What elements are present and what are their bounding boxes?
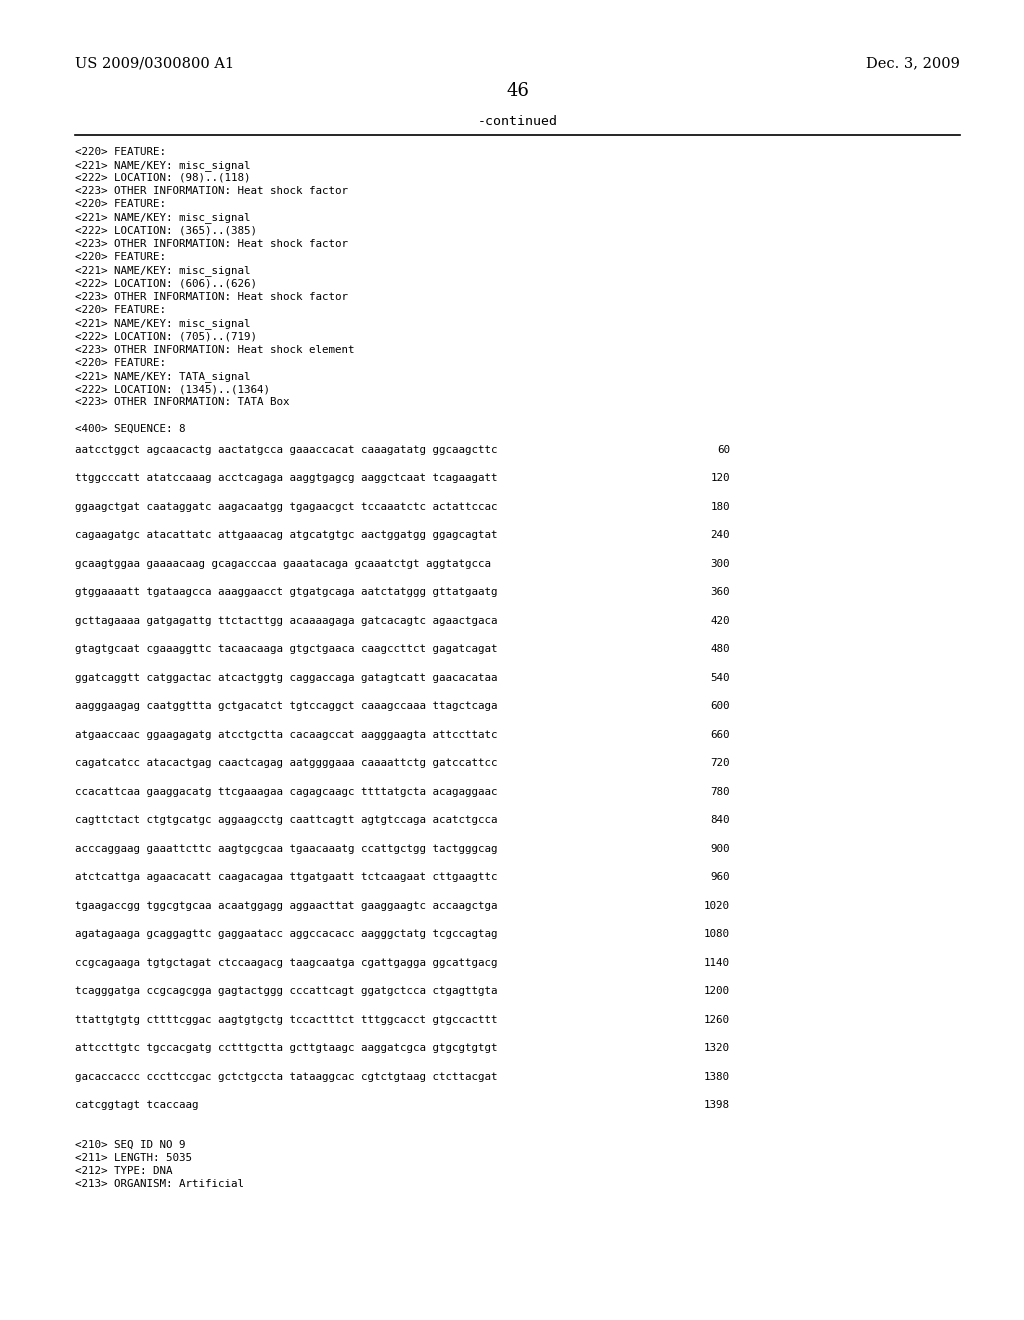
Text: <211> LENGTH: 5035: <211> LENGTH: 5035 bbox=[75, 1152, 193, 1163]
Text: aatcctggct agcaacactg aactatgcca gaaaccacat caaagatatg ggcaagcttc: aatcctggct agcaacactg aactatgcca gaaacca… bbox=[75, 445, 498, 455]
Text: 1140: 1140 bbox=[705, 958, 730, 968]
Text: ttattgtgtg cttttcggac aagtgtgctg tccactttct tttggcacct gtgccacttt: ttattgtgtg cttttcggac aagtgtgctg tccactt… bbox=[75, 1015, 498, 1024]
Text: aagggaagag caatggttta gctgacatct tgtccaggct caaagccaaa ttagctcaga: aagggaagag caatggttta gctgacatct tgtccag… bbox=[75, 701, 498, 711]
Text: cagttctact ctgtgcatgc aggaagcctg caattcagtt agtgtccaga acatctgcca: cagttctact ctgtgcatgc aggaagcctg caattca… bbox=[75, 816, 498, 825]
Text: gacaccaccc cccttccgac gctctgccta tataaggcac cgtctgtaag ctcttacgat: gacaccaccc cccttccgac gctctgccta tataagg… bbox=[75, 1072, 498, 1082]
Text: <213> ORGANISM: Artificial: <213> ORGANISM: Artificial bbox=[75, 1179, 244, 1189]
Text: cagaagatgc atacattatc attgaaacag atgcatgtgc aactggatgg ggagcagtat: cagaagatgc atacattatc attgaaacag atgcatg… bbox=[75, 531, 498, 540]
Text: gtggaaaatt tgataagcca aaaggaacct gtgatgcaga aatctatggg gttatgaatg: gtggaaaatt tgataagcca aaaggaacct gtgatgc… bbox=[75, 587, 498, 598]
Text: <212> TYPE: DNA: <212> TYPE: DNA bbox=[75, 1166, 172, 1176]
Text: <223> OTHER INFORMATION: Heat shock factor: <223> OTHER INFORMATION: Heat shock fact… bbox=[75, 239, 348, 249]
Text: 660: 660 bbox=[711, 730, 730, 739]
Text: gcttagaaaa gatgagattg ttctacttgg acaaaagaga gatcacagtc agaactgaca: gcttagaaaa gatgagattg ttctacttgg acaaaag… bbox=[75, 616, 498, 626]
Text: <222> LOCATION: (705)..(719): <222> LOCATION: (705)..(719) bbox=[75, 331, 257, 342]
Text: 960: 960 bbox=[711, 873, 730, 882]
Text: 360: 360 bbox=[711, 587, 730, 598]
Text: agatagaaga gcaggagttc gaggaatacc aggccacacc aagggctatg tcgccagtag: agatagaaga gcaggagttc gaggaatacc aggccac… bbox=[75, 929, 498, 940]
Text: Dec. 3, 2009: Dec. 3, 2009 bbox=[866, 57, 961, 71]
Text: <221> NAME/KEY: TATA_signal: <221> NAME/KEY: TATA_signal bbox=[75, 371, 251, 381]
Text: -continued: -continued bbox=[477, 115, 557, 128]
Text: 780: 780 bbox=[711, 787, 730, 797]
Text: 120: 120 bbox=[711, 474, 730, 483]
Text: 1260: 1260 bbox=[705, 1015, 730, 1024]
Text: 240: 240 bbox=[711, 531, 730, 540]
Text: catcggtagt tcaccaag: catcggtagt tcaccaag bbox=[75, 1101, 199, 1110]
Text: atctcattga agaacacatt caagacagaa ttgatgaatt tctcaagaat cttgaagttc: atctcattga agaacacatt caagacagaa ttgatga… bbox=[75, 873, 498, 882]
Text: 1398: 1398 bbox=[705, 1101, 730, 1110]
Text: acccaggaag gaaattcttc aagtgcgcaa tgaacaaatg ccattgctgg tactgggcag: acccaggaag gaaattcttc aagtgcgcaa tgaacaa… bbox=[75, 843, 498, 854]
Text: 1320: 1320 bbox=[705, 1043, 730, 1053]
Text: 1200: 1200 bbox=[705, 986, 730, 997]
Text: 1080: 1080 bbox=[705, 929, 730, 940]
Text: <221> NAME/KEY: misc_signal: <221> NAME/KEY: misc_signal bbox=[75, 213, 251, 223]
Text: tgaagaccgg tggcgtgcaa acaatggagg aggaacttat gaaggaagtc accaagctga: tgaagaccgg tggcgtgcaa acaatggagg aggaact… bbox=[75, 900, 498, 911]
Text: 60: 60 bbox=[717, 445, 730, 455]
Text: <223> OTHER INFORMATION: Heat shock factor: <223> OTHER INFORMATION: Heat shock fact… bbox=[75, 292, 348, 302]
Text: 480: 480 bbox=[711, 644, 730, 655]
Text: ggatcaggtt catggactac atcactggtg caggaccaga gatagtcatt gaacacataa: ggatcaggtt catggactac atcactggtg caggacc… bbox=[75, 673, 498, 682]
Text: <220> FEATURE:: <220> FEATURE: bbox=[75, 305, 166, 315]
Text: <220> FEATURE:: <220> FEATURE: bbox=[75, 358, 166, 368]
Text: gcaagtggaa gaaaacaag gcagacccaa gaaatacaga gcaaatctgt aggtatgcca: gcaagtggaa gaaaacaag gcagacccaa gaaataca… bbox=[75, 558, 490, 569]
Text: <220> FEATURE:: <220> FEATURE: bbox=[75, 252, 166, 263]
Text: <220> FEATURE:: <220> FEATURE: bbox=[75, 147, 166, 157]
Text: 600: 600 bbox=[711, 701, 730, 711]
Text: gtagtgcaat cgaaaggttc tacaacaaga gtgctgaaca caagccttct gagatcagat: gtagtgcaat cgaaaggttc tacaacaaga gtgctga… bbox=[75, 644, 498, 655]
Text: tcagggatga ccgcagcgga gagtactggg cccattcagt ggatgctcca ctgagttgta: tcagggatga ccgcagcgga gagtactggg cccattc… bbox=[75, 986, 498, 997]
Text: atgaaccaac ggaagagatg atcctgctta cacaagccat aagggaagta attccttatc: atgaaccaac ggaagagatg atcctgctta cacaagc… bbox=[75, 730, 498, 739]
Text: 1380: 1380 bbox=[705, 1072, 730, 1082]
Text: attccttgtc tgccacgatg cctttgctta gcttgtaagc aaggatcgca gtgcgtgtgt: attccttgtc tgccacgatg cctttgctta gcttgta… bbox=[75, 1043, 498, 1053]
Text: ggaagctgat caataggatc aagacaatgg tgagaacgct tccaaatctc actattccac: ggaagctgat caataggatc aagacaatgg tgagaac… bbox=[75, 502, 498, 512]
Text: 300: 300 bbox=[711, 558, 730, 569]
Text: 900: 900 bbox=[711, 843, 730, 854]
Text: 180: 180 bbox=[711, 502, 730, 512]
Text: 46: 46 bbox=[506, 82, 529, 100]
Text: <210> SEQ ID NO 9: <210> SEQ ID NO 9 bbox=[75, 1139, 185, 1150]
Text: <223> OTHER INFORMATION: Heat shock factor: <223> OTHER INFORMATION: Heat shock fact… bbox=[75, 186, 348, 197]
Text: <222> LOCATION: (365)..(385): <222> LOCATION: (365)..(385) bbox=[75, 226, 257, 236]
Text: <221> NAME/KEY: misc_signal: <221> NAME/KEY: misc_signal bbox=[75, 265, 251, 276]
Text: US 2009/0300800 A1: US 2009/0300800 A1 bbox=[75, 57, 234, 71]
Text: 1020: 1020 bbox=[705, 900, 730, 911]
Text: ccacattcaa gaaggacatg ttcgaaagaa cagagcaagc ttttatgcta acagaggaac: ccacattcaa gaaggacatg ttcgaaagaa cagagca… bbox=[75, 787, 498, 797]
Text: <223> OTHER INFORMATION: Heat shock element: <223> OTHER INFORMATION: Heat shock elem… bbox=[75, 345, 354, 355]
Text: 840: 840 bbox=[711, 816, 730, 825]
Text: ttggcccatt atatccaaag acctcagaga aaggtgagcg aaggctcaat tcagaagatt: ttggcccatt atatccaaag acctcagaga aaggtga… bbox=[75, 474, 498, 483]
Text: <222> LOCATION: (606)..(626): <222> LOCATION: (606)..(626) bbox=[75, 279, 257, 289]
Text: <221> NAME/KEY: misc_signal: <221> NAME/KEY: misc_signal bbox=[75, 318, 251, 329]
Text: <223> OTHER INFORMATION: TATA Box: <223> OTHER INFORMATION: TATA Box bbox=[75, 397, 290, 408]
Text: 720: 720 bbox=[711, 758, 730, 768]
Text: <222> LOCATION: (1345)..(1364): <222> LOCATION: (1345)..(1364) bbox=[75, 384, 270, 395]
Text: <222> LOCATION: (98)..(118): <222> LOCATION: (98)..(118) bbox=[75, 173, 251, 183]
Text: ccgcagaaga tgtgctagat ctccaagacg taagcaatga cgattgagga ggcattgacg: ccgcagaaga tgtgctagat ctccaagacg taagcaa… bbox=[75, 958, 498, 968]
Text: <220> FEATURE:: <220> FEATURE: bbox=[75, 199, 166, 210]
Text: cagatcatcc atacactgag caactcagag aatggggaaa caaaattctg gatccattcc: cagatcatcc atacactgag caactcagag aatgggg… bbox=[75, 758, 498, 768]
Text: 420: 420 bbox=[711, 616, 730, 626]
Text: <221> NAME/KEY: misc_signal: <221> NAME/KEY: misc_signal bbox=[75, 160, 251, 170]
Text: <400> SEQUENCE: 8: <400> SEQUENCE: 8 bbox=[75, 424, 185, 434]
Text: 540: 540 bbox=[711, 673, 730, 682]
